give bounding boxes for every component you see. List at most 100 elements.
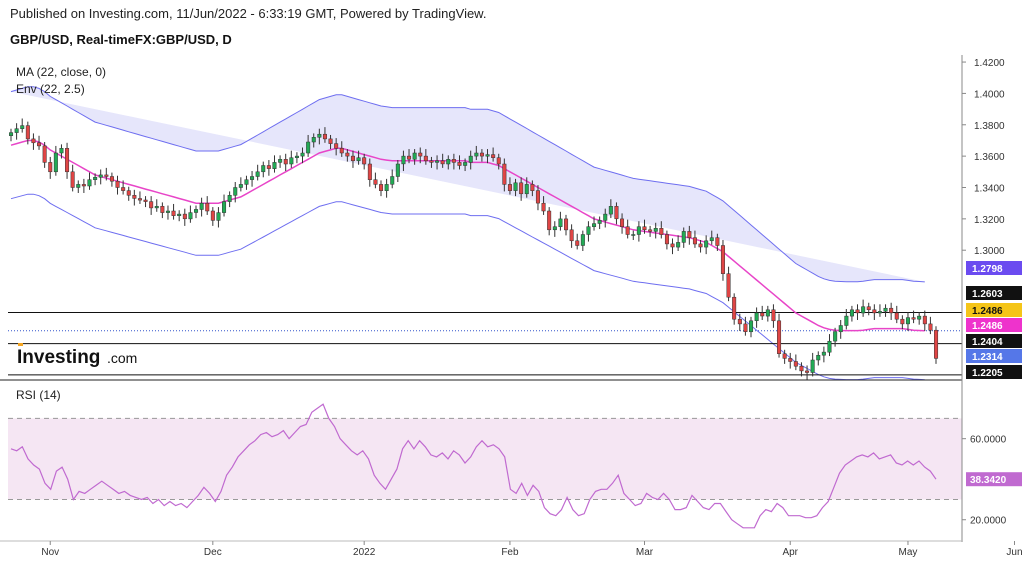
- candle-body[interactable]: [367, 163, 372, 180]
- candle-body[interactable]: [547, 210, 552, 231]
- candle-body[interactable]: [558, 218, 563, 227]
- candle-body[interactable]: [709, 237, 714, 242]
- candle-body[interactable]: [580, 234, 585, 246]
- candle-body[interactable]: [911, 317, 916, 320]
- candle-body[interactable]: [799, 365, 804, 372]
- candle-body[interactable]: [760, 312, 765, 317]
- candle-body[interactable]: [435, 160, 440, 163]
- candle-body[interactable]: [648, 229, 653, 232]
- candle-body[interactable]: [625, 226, 630, 235]
- candle-body[interactable]: [350, 155, 355, 162]
- candle-body[interactable]: [636, 226, 641, 235]
- candle-body[interactable]: [535, 190, 540, 204]
- candle-body[interactable]: [614, 206, 619, 220]
- candle-body[interactable]: [805, 370, 810, 373]
- candle-body[interactable]: [115, 180, 120, 188]
- candle-body[interactable]: [317, 133, 322, 138]
- candle-body[interactable]: [37, 142, 42, 147]
- candle-body[interactable]: [541, 202, 546, 212]
- candle-body[interactable]: [177, 213, 182, 216]
- candle-body[interactable]: [250, 176, 255, 180]
- candle-body[interactable]: [334, 143, 339, 149]
- candle-body[interactable]: [289, 157, 294, 165]
- candle-body[interactable]: [154, 206, 159, 209]
- candle-body[interactable]: [631, 234, 636, 236]
- candle-body[interactable]: [872, 309, 877, 314]
- candle-body[interactable]: [216, 212, 221, 221]
- candle-body[interactable]: [732, 296, 737, 320]
- candle-body[interactable]: [278, 159, 283, 163]
- candle-body[interactable]: [429, 160, 434, 163]
- candle-body[interactable]: [14, 128, 19, 133]
- candle-body[interactable]: [31, 138, 36, 144]
- candle-body[interactable]: [255, 171, 260, 177]
- candle-body[interactable]: [905, 317, 910, 325]
- candle-body[interactable]: [765, 309, 770, 317]
- candle-body[interactable]: [306, 141, 311, 154]
- candle-body[interactable]: [93, 177, 98, 180]
- candle-body[interactable]: [810, 359, 815, 373]
- candle-body[interactable]: [199, 202, 204, 210]
- candle-body[interactable]: [451, 159, 456, 163]
- candle-body[interactable]: [513, 182, 518, 191]
- candle-body[interactable]: [474, 152, 479, 157]
- candle-body[interactable]: [373, 179, 378, 185]
- candle-body[interactable]: [720, 245, 725, 274]
- price-pane[interactable]: [8, 86, 962, 381]
- candle-body[interactable]: [104, 174, 109, 177]
- candle-body[interactable]: [121, 187, 126, 191]
- candle-body[interactable]: [423, 155, 428, 162]
- candle-body[interactable]: [244, 179, 249, 185]
- candle-body[interactable]: [328, 138, 333, 144]
- candle-body[interactable]: [928, 323, 933, 331]
- candle-body[interactable]: [681, 231, 686, 243]
- candle-body[interactable]: [182, 213, 187, 220]
- candle-body[interactable]: [833, 331, 838, 342]
- candle-body[interactable]: [855, 309, 860, 314]
- candle-body[interactable]: [620, 218, 625, 227]
- candle-body[interactable]: [468, 155, 473, 163]
- candle-body[interactable]: [418, 152, 423, 157]
- candle-body[interactable]: [821, 351, 826, 356]
- candle-body[interactable]: [592, 223, 597, 227]
- candle-body[interactable]: [233, 187, 238, 196]
- candle-body[interactable]: [261, 165, 266, 173]
- candle-body[interactable]: [479, 152, 484, 157]
- candle-body[interactable]: [143, 199, 148, 202]
- candle-body[interactable]: [283, 159, 288, 165]
- candle-body[interactable]: [339, 148, 344, 154]
- candle-body[interactable]: [165, 210, 170, 213]
- candle-body[interactable]: [272, 162, 277, 169]
- candle-body[interactable]: [98, 174, 103, 178]
- candle-body[interactable]: [81, 184, 86, 187]
- candle-body[interactable]: [25, 125, 30, 140]
- candle-body[interactable]: [844, 315, 849, 326]
- candle-body[interactable]: [294, 155, 299, 158]
- candle-body[interactable]: [608, 206, 613, 215]
- candle-body[interactable]: [300, 152, 305, 157]
- candle-body[interactable]: [59, 148, 64, 154]
- candle-body[interactable]: [771, 309, 776, 322]
- candle-body[interactable]: [827, 340, 832, 353]
- candle-body[interactable]: [597, 220, 602, 224]
- candle-body[interactable]: [440, 160, 445, 165]
- candle-body[interactable]: [42, 145, 47, 163]
- candle-body[interactable]: [87, 179, 92, 187]
- candle-body[interactable]: [917, 315, 922, 320]
- candle-body[interactable]: [379, 184, 384, 191]
- candle-body[interactable]: [390, 176, 395, 185]
- candle-body[interactable]: [530, 184, 535, 191]
- candle-body[interactable]: [861, 306, 866, 314]
- candle-body[interactable]: [109, 176, 114, 182]
- rsi-pane[interactable]: [8, 403, 962, 529]
- candle-body[interactable]: [754, 312, 759, 321]
- candle-body[interactable]: [575, 240, 580, 246]
- candle-body[interactable]: [687, 231, 692, 238]
- candle-body[interactable]: [788, 358, 793, 362]
- candle-body[interactable]: [664, 234, 669, 245]
- candle-body[interactable]: [816, 355, 821, 361]
- candle-body[interactable]: [586, 226, 591, 235]
- candle-body[interactable]: [782, 353, 787, 359]
- candle-body[interactable]: [883, 307, 888, 312]
- candle-body[interactable]: [222, 201, 227, 213]
